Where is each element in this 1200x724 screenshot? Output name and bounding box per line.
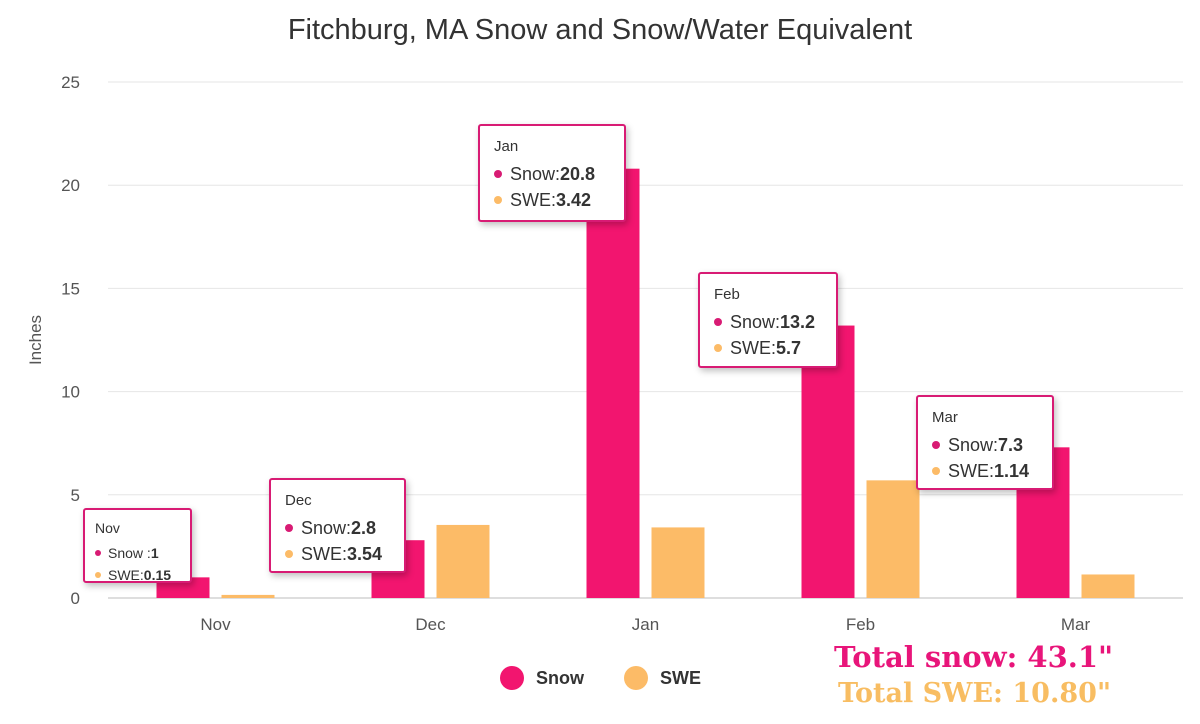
swe-dot-icon xyxy=(494,196,502,204)
tooltip-mar: Mar Snow: 7.3 SWE: 1.14 xyxy=(916,395,1054,490)
y-tick-label: 20 xyxy=(61,176,80,195)
tooltip-swe-row: SWE: 0.15 xyxy=(95,564,182,586)
bar-swe-mar[interactable] xyxy=(1081,574,1135,598)
y-tick-label: 5 xyxy=(71,486,80,505)
tooltip-snow-label: Snow : xyxy=(108,545,151,561)
tooltip-swe-value: 5.7 xyxy=(776,337,802,358)
tooltip-snow-value: 2.8 xyxy=(351,517,377,538)
tooltip-swe-label: SWE: xyxy=(948,460,995,481)
y-tick-label: 15 xyxy=(61,279,80,298)
x-tick-label: Mar xyxy=(1061,615,1091,634)
x-tick-labels: Nov Dec Jan Feb Mar xyxy=(200,615,1090,634)
snow-dot-icon xyxy=(714,318,722,326)
bar-snow-feb[interactable] xyxy=(801,325,855,598)
tooltip-swe-label: SWE: xyxy=(730,337,777,358)
total-snow-annotation: Total snow: 43.1" xyxy=(834,640,1114,674)
bars xyxy=(156,168,1135,599)
legend-item-swe[interactable]: SWE xyxy=(624,666,701,690)
swe-dot-icon xyxy=(932,467,940,475)
snow-dot-icon xyxy=(95,550,101,556)
x-tick-label: Feb xyxy=(846,615,875,634)
swe-legend-dot-icon xyxy=(624,666,648,690)
tooltip-dec: Dec Snow: 2.8 SWE: 3.54 xyxy=(269,478,406,573)
chart-title: Fitchburg, MA Snow and Snow/Water Equiva… xyxy=(287,14,913,46)
tooltip-swe-row: SWE: 1.14 xyxy=(932,458,1042,484)
tooltip-month: Jan xyxy=(494,138,519,155)
tooltip-swe-row: SWE: 3.54 xyxy=(285,541,394,567)
tooltip-month: Dec xyxy=(285,492,312,509)
tooltip-month: Nov xyxy=(95,520,120,536)
swe-dot-icon xyxy=(714,344,722,352)
tooltip-swe-row: SWE: 3.42 xyxy=(494,187,614,213)
tooltip-swe-value: 3.54 xyxy=(347,543,383,564)
x-tick-label: Dec xyxy=(415,615,446,634)
y-tick-label: 0 xyxy=(71,589,80,608)
y-tick-labels: 0 5 10 15 20 25 xyxy=(61,73,80,608)
bar-swe-feb[interactable] xyxy=(866,480,920,598)
tooltip-snow-row: Snow: 13.2 xyxy=(714,309,826,335)
snow-dot-icon xyxy=(285,524,293,532)
total-swe-annotation: Total SWE: 10.80" xyxy=(838,678,1112,709)
tooltip-snow-row: Snow: 7.3 xyxy=(932,432,1042,458)
bar-swe-dec[interactable] xyxy=(436,524,490,598)
tooltip-swe-label: SWE: xyxy=(108,567,144,583)
snow-dot-icon xyxy=(932,441,940,449)
tooltip-snow-row: Snow : 1 xyxy=(95,542,182,564)
tooltip-swe-value: 0.15 xyxy=(143,567,172,583)
tooltip-swe-label: SWE: xyxy=(510,189,557,210)
chart-legend: Snow SWE xyxy=(500,666,741,690)
tooltip-snow-label: Snow: xyxy=(301,517,352,538)
tooltip-snow-value: 13.2 xyxy=(780,311,816,332)
bar-swe-jan[interactable] xyxy=(651,527,705,598)
snow-dot-icon xyxy=(494,170,502,178)
swe-dot-icon xyxy=(95,572,101,578)
legend-label-snow: Snow xyxy=(536,667,584,688)
tooltip-snow-label: Snow: xyxy=(948,434,999,455)
legend-label-swe: SWE xyxy=(660,667,702,688)
tooltip-swe-value: 3.42 xyxy=(556,189,592,210)
bar-swe-nov[interactable] xyxy=(221,594,275,598)
tooltip-swe-row: SWE: 5.7 xyxy=(714,335,826,361)
y-tick-label: 10 xyxy=(61,383,80,402)
x-tick-label: Nov xyxy=(200,615,231,634)
tooltip-snow-value: 20.8 xyxy=(560,163,596,184)
snow-legend-dot-icon xyxy=(500,666,524,690)
tooltip-snow-value: 7.3 xyxy=(998,434,1024,455)
tooltip-feb: Feb Snow: 13.2 SWE: 5.7 xyxy=(698,272,838,368)
tooltip-snow-row: Snow: 20.8 xyxy=(494,161,614,187)
legend-item-snow[interactable]: Snow xyxy=(500,666,584,690)
tooltip-nov: Nov Snow : 1 SWE: 0.15 xyxy=(83,508,192,583)
y-axis-label: Inches xyxy=(26,315,45,365)
tooltip-jan: Jan Snow: 20.8 SWE: 3.42 xyxy=(478,124,626,222)
swe-dot-icon xyxy=(285,550,293,558)
tooltip-snow-label: Snow: xyxy=(510,163,561,184)
y-tick-label: 25 xyxy=(61,73,80,92)
x-tick-label: Jan xyxy=(632,615,659,634)
bar-snow-jan[interactable] xyxy=(586,168,640,599)
tooltip-snow-label: Snow: xyxy=(730,311,781,332)
tooltip-snow-row: Snow: 2.8 xyxy=(285,515,394,541)
tooltip-swe-value: 1.14 xyxy=(994,460,1030,481)
tooltip-month: Feb xyxy=(714,286,740,303)
tooltip-snow-value: 1 xyxy=(150,545,159,561)
tooltip-swe-label: SWE: xyxy=(301,543,348,564)
tooltip-month: Mar xyxy=(932,409,958,426)
